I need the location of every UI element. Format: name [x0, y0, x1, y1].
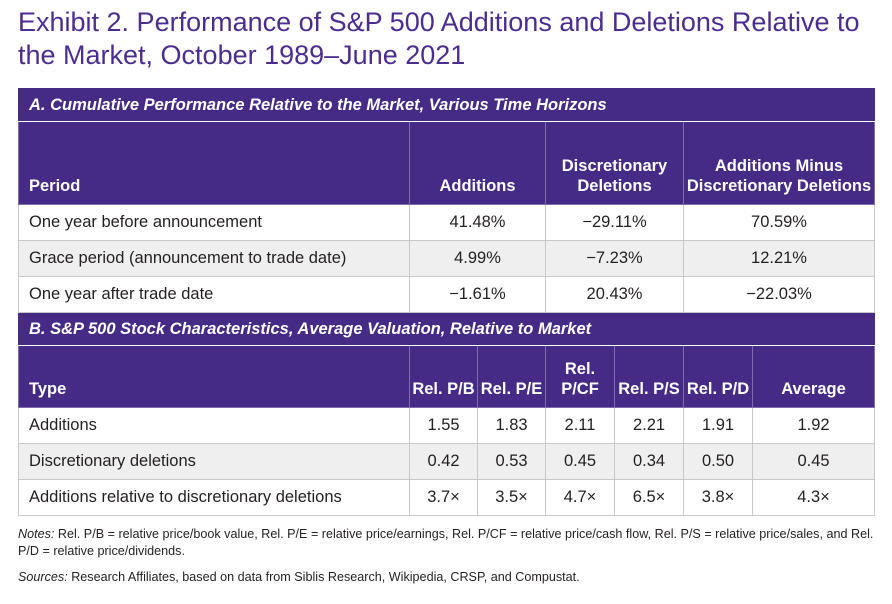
cell-value: 2.21: [614, 407, 684, 444]
cell-value: 2.11: [545, 407, 615, 444]
cell-value: −22.03%: [682, 276, 876, 313]
table-row: Additions relative to discretionary dele…: [18, 479, 876, 516]
col-additions: Additions: [409, 121, 546, 205]
section-b-heading-row: B. S&P 500 Stock Characteristics, Averag…: [17, 312, 876, 346]
sources-label: Sources:: [18, 570, 68, 584]
col-rel-pd: Rel. P/D: [683, 345, 753, 408]
col-discretionary-deletions: Discretionary Deletions: [545, 121, 684, 205]
cell-value: 12.21%: [682, 240, 876, 277]
table-row: One year before announcement 41.48% −29.…: [18, 204, 876, 241]
col-rel-ps: Rel. P/S: [614, 345, 684, 408]
cell-value: 1.83: [477, 407, 546, 444]
cell-value: 4.99%: [409, 240, 546, 277]
notes: Notes: Rel. P/B = relative price/book va…: [18, 526, 878, 559]
cell-value: 4.7×: [545, 479, 615, 516]
col-period: Period: [18, 121, 410, 205]
table-row: One year after trade date −1.61% 20.43% …: [18, 276, 876, 313]
row-label: Grace period (announcement to trade date…: [18, 240, 410, 277]
cell-value: 0.45: [751, 443, 876, 480]
section-b-heading: B. S&P 500 Stock Characteristics, Averag…: [17, 312, 876, 346]
row-label: Additions relative to discretionary dele…: [18, 479, 410, 516]
section-a-heading-row: A. Cumulative Performance Relative to th…: [17, 88, 876, 122]
row-label: One year before announcement: [18, 204, 410, 241]
cell-value: 3.7×: [409, 479, 478, 516]
cell-value: 20.43%: [545, 276, 684, 313]
cell-value: 70.59%: [682, 204, 876, 241]
table-row: Discretionary deletions 0.42 0.53 0.45 0…: [18, 443, 876, 480]
col-average: Average: [751, 345, 876, 408]
section-b-header-row: Type Rel. P/B Rel. P/E Rel. P/CF Rel. P/…: [18, 345, 876, 408]
table-row: Additions 1.55 1.83 2.11 2.21 1.91 1.92: [18, 407, 876, 444]
col-rel-pb: Rel. P/B: [409, 345, 478, 408]
cell-value: 0.34: [614, 443, 684, 480]
cell-value: 0.53: [477, 443, 546, 480]
col-additions-minus-deletions: Additions Minus Discretionary Deletions: [682, 121, 876, 205]
col-type: Type: [18, 345, 410, 408]
cell-value: 3.5×: [477, 479, 546, 516]
sources-text: Research Affiliates, based on data from …: [67, 570, 580, 584]
cell-value: −1.61%: [409, 276, 546, 313]
cell-value: −7.23%: [545, 240, 684, 277]
col-rel-pe: Rel. P/E: [477, 345, 546, 408]
cell-value: 41.48%: [409, 204, 546, 241]
performance-table: A. Cumulative Performance Relative to th…: [17, 88, 876, 516]
cell-value: −29.11%: [545, 204, 684, 241]
cell-value: 3.8×: [683, 479, 753, 516]
section-a-header-row: Period Additions Discretionary Deletions…: [18, 121, 876, 205]
row-label: Discretionary deletions: [18, 443, 410, 480]
sources: Sources: Research Affiliates, based on d…: [18, 569, 878, 586]
cell-value: 4.3×: [751, 479, 876, 516]
exhibit-title: Exhibit 2. Performance of S&P 500 Additi…: [18, 7, 860, 70]
cell-value: 0.42: [409, 443, 478, 480]
col-rel-pcf: Rel. P/CF: [545, 345, 615, 408]
row-label: One year after trade date: [18, 276, 410, 313]
row-label: Additions: [18, 407, 410, 444]
cell-value: 1.92: [751, 407, 876, 444]
notes-label: Notes:: [18, 527, 55, 541]
cell-value: 0.50: [683, 443, 753, 480]
cell-value: 0.45: [545, 443, 615, 480]
notes-text: Rel. P/B = relative price/book value, Re…: [18, 527, 874, 558]
table-row: Grace period (announcement to trade date…: [18, 240, 876, 277]
cell-value: 6.5×: [614, 479, 684, 516]
cell-value: 1.55: [409, 407, 478, 444]
section-a-heading: A. Cumulative Performance Relative to th…: [17, 88, 876, 122]
cell-value: 1.91: [683, 407, 753, 444]
